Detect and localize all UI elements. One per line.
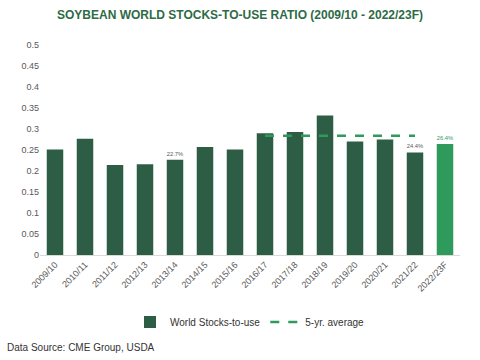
svg-text:2010/11: 2010/11 [60,260,90,290]
svg-text:0.25: 0.25 [21,145,39,155]
svg-text:0.5: 0.5 [26,40,39,50]
svg-text:0.35: 0.35 [21,103,39,113]
svg-text:2009/10: 2009/10 [30,260,60,290]
svg-text:2021/22: 2021/22 [390,260,420,290]
svg-text:0.2: 0.2 [26,166,39,176]
svg-text:0.1: 0.1 [26,208,39,218]
svg-text:SOYBEAN WORLD STOCKS-TO-USE RA: SOYBEAN WORLD STOCKS-TO-USE RATIO (2009/… [57,8,423,22]
svg-text:Data Source: CME Group, USDA: Data Source: CME Group, USDA [7,342,155,353]
svg-text:2019/20: 2019/20 [330,260,360,290]
svg-text:0.05: 0.05 [21,229,39,239]
svg-text:2012/13: 2012/13 [120,260,150,290]
svg-text:World Stocks-to-use: World Stocks-to-use [170,317,260,328]
svg-text:0.45: 0.45 [21,61,39,71]
svg-text:0.3: 0.3 [26,124,39,134]
svg-text:22.7%: 22.7% [167,151,183,157]
svg-text:2017/18: 2017/18 [270,260,300,290]
svg-text:24.4%: 24.4% [407,143,423,149]
svg-text:2013/14: 2013/14 [150,260,180,290]
svg-text:2015/16: 2015/16 [210,260,240,290]
svg-text:0: 0 [34,250,39,260]
svg-text:2011/12: 2011/12 [90,260,120,290]
svg-text:2022/23F: 2022/23F [416,259,450,293]
svg-text:2018/19: 2018/19 [300,260,330,290]
svg-text:26.4%: 26.4% [437,135,453,141]
svg-text:0.4: 0.4 [26,82,39,92]
svg-text:2014/15: 2014/15 [180,260,210,290]
svg-text:2020/21: 2020/21 [360,260,390,290]
svg-text:2016/17: 2016/17 [240,260,270,290]
svg-text:5-yr. average: 5-yr. average [305,317,364,328]
svg-text:0.15: 0.15 [21,187,39,197]
